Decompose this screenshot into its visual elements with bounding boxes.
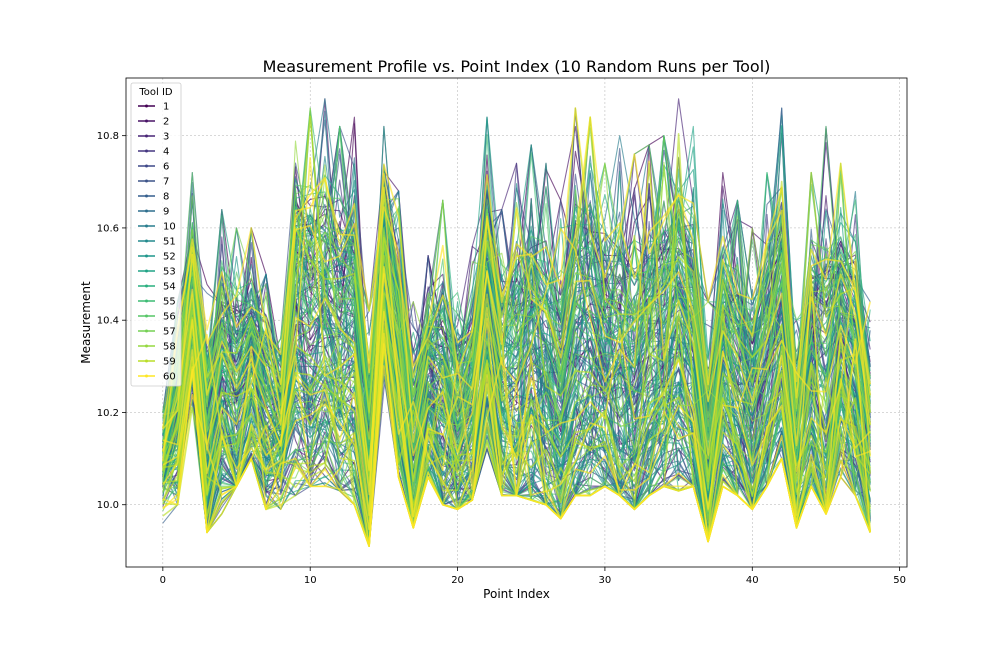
legend-box (130, 82, 182, 387)
plot-frame (125, 77, 908, 568)
run-line-tool-58 (162, 241, 871, 520)
x-tick-label: 20 (451, 575, 464, 586)
series-lines (162, 98, 871, 548)
legend-entries: 1 2 3 4 6 7 8 9 10 51 52 53 54 55 56 57 58 59 60 (138, 102, 176, 383)
x-tick-label: 0 (160, 575, 166, 586)
legend-label-10: 10 (163, 222, 176, 233)
legend-marker-60 (145, 374, 148, 378)
series-tool-60 (162, 107, 871, 548)
legend-label-9: 9 (163, 207, 169, 218)
legend-marker-56 (145, 314, 148, 318)
legend-marker-2 (145, 119, 148, 123)
legend-label-6: 6 (163, 162, 169, 173)
run-line-tool-60 (162, 206, 871, 447)
legend-label-1: 1 (163, 102, 169, 113)
x-tick-label: 10 (304, 575, 317, 586)
x-tick-label: 30 (599, 575, 612, 586)
legend-marker-51 (145, 239, 148, 243)
legend-label-7: 7 (163, 177, 169, 188)
legend-marker-10 (145, 224, 148, 228)
legend-marker-57 (145, 329, 148, 333)
legend-marker-53 (145, 269, 148, 273)
legend-label-53: 53 (163, 267, 176, 278)
legend-marker-54 (145, 284, 148, 288)
y-tick-label: 10.4 (97, 316, 119, 327)
legend-label-52: 52 (163, 252, 176, 263)
legend-label-56: 56 (163, 312, 176, 323)
legend-label-4: 4 (163, 147, 169, 158)
axis-ticks: 0 10 20 30 40 50 10.0 10.2 10.4 10.6 10.8 (97, 131, 906, 586)
run-line-tool-54 (162, 181, 871, 419)
legend-label-59: 59 (163, 357, 176, 368)
legend-marker-9 (145, 209, 148, 213)
legend-label-58: 58 (163, 342, 176, 353)
run-line-tool-59 (162, 116, 871, 452)
legend-marker-59 (145, 359, 148, 363)
y-tick-label: 10.0 (97, 500, 119, 511)
legend-marker-6 (145, 164, 148, 168)
legend-label-60: 60 (163, 372, 176, 383)
y-tick-label: 10.8 (97, 131, 119, 142)
run-line-tool-58 (162, 161, 871, 495)
run-line-tool-56 (162, 169, 871, 458)
legend-marker-55 (145, 299, 148, 303)
run-line-tool-58 (162, 162, 871, 429)
y-tick-label: 10.6 (97, 223, 119, 234)
legend-marker-7 (145, 179, 148, 183)
run-line-tool-51 (162, 116, 871, 461)
legend-label-54: 54 (163, 282, 176, 293)
legend-marker-4 (145, 149, 148, 153)
x-tick-label: 50 (893, 575, 906, 586)
legend-label-55: 55 (163, 297, 176, 308)
legend: Tool ID 1 2 3 4 6 7 8 9 10 51 52 53 54 55 56 57 58 59 60 (130, 82, 182, 387)
x-tick-label: 40 (746, 575, 759, 586)
legend-marker-1 (145, 104, 148, 108)
legend-title: Tool ID (138, 87, 173, 98)
legend-marker-8 (145, 194, 148, 198)
legend-marker-58 (145, 344, 148, 348)
legend-label-3: 3 (163, 132, 169, 143)
chart-title: Measurement Profile vs. Point Index (10 … (263, 57, 771, 76)
y-tick-label: 10.2 (97, 408, 119, 419)
run-line-tool-60 (162, 116, 871, 429)
x-axis-label: Point Index (483, 587, 550, 601)
legend-marker-3 (145, 134, 148, 138)
run-line-tool-60 (162, 310, 871, 543)
run-line-tool-60 (162, 107, 871, 462)
legend-label-51: 51 (163, 237, 176, 248)
run-line-tool-52 (162, 183, 871, 473)
legend-label-2: 2 (163, 117, 169, 128)
run-line-tool-56 (162, 187, 871, 525)
y-axis-label: Measurement (79, 281, 93, 364)
run-line-tool-60 (162, 157, 871, 518)
legend-marker-52 (145, 254, 148, 258)
legend-label-8: 8 (163, 192, 169, 203)
run-line-tool-57 (162, 107, 871, 413)
legend-label-57: 57 (163, 327, 176, 338)
run-line-tool-60 (162, 160, 871, 471)
